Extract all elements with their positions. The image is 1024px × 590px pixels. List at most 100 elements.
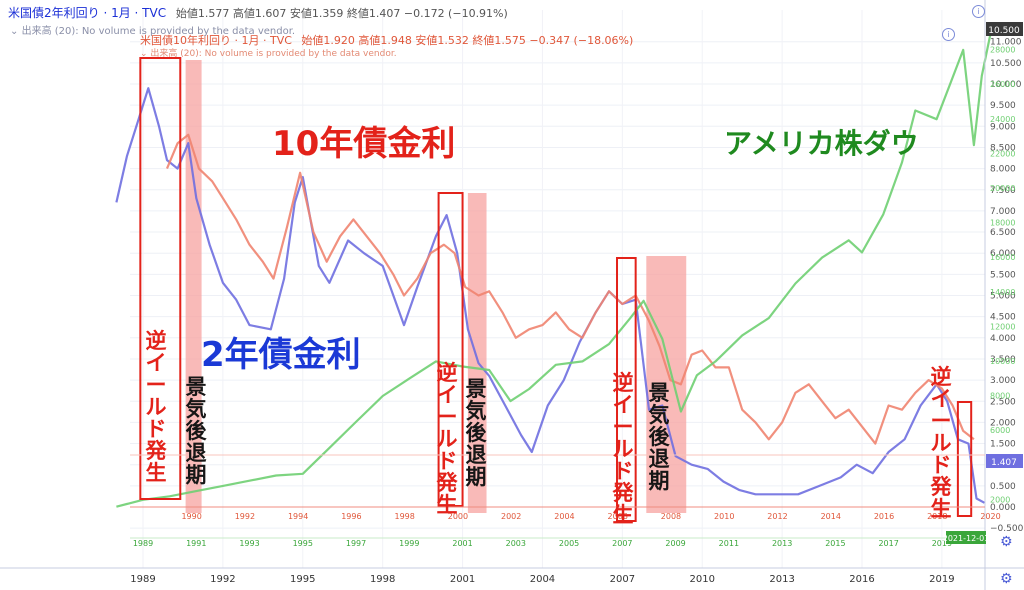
current-tag [986,454,1023,468]
date-tag [946,531,986,544]
y-tick-label: 4.500 [990,313,1016,323]
series-line-0 [115,87,986,504]
x-tick-label: 1998 [370,574,395,585]
info-icon[interactable]: i [942,28,955,41]
overlay-ohlc: 始値1.920 高値1.948 安値1.532 終値1.575 −0.347 (… [301,34,634,47]
series-line-2 [116,23,994,508]
high-tag-label: 10.500 [988,26,1020,36]
overlay-x-tick-label: 1990 [181,512,201,521]
overlay-title[interactable]: 米国債10年利回り · 1月 · TVC [140,34,292,47]
x-tick-label: 2013 [769,574,794,585]
y-tick-label: 7.500 [990,186,1016,196]
inversion-label-2: 逆イールド発生 [436,361,458,517]
series-line-1 [165,133,975,445]
chevron-down-icon[interactable]: ⌄ [140,49,148,59]
overlay-x-tick-label: 2000 [448,512,468,521]
recession-bands [185,60,687,513]
x-tick-label: 1992 [210,574,235,585]
overlay-x-tick-label: 1992 [235,512,255,521]
green-x-tick-label: 2001 [452,539,472,548]
y-tick-label: 3.000 [990,376,1016,386]
green-x-tick-label: 2015 [825,539,845,548]
inversion-box [139,57,182,500]
y-tick-label: 9.000 [990,122,1016,132]
dow-tick-label: 24000 [990,115,1015,124]
x-tick-label: 2010 [690,574,715,585]
ohlc-readout: 始値1.577 高値1.607 安値1.359 終値1.407 −0.172 (… [175,7,508,20]
current-tag-label: 1.407 [991,458,1017,468]
x-tick-label: 1989 [130,574,155,585]
y-tick-label: 0.000 [990,503,1016,513]
y-tick-label: 3.500 [990,355,1016,365]
y-tick-label: 6.500 [990,228,1016,238]
x-tick-label: 1995 [290,574,315,585]
annotation-2y: 2年債金利 [201,335,361,375]
x-tick-label: 2016 [849,574,874,585]
green-x-tick-label: 1997 [346,539,366,548]
overlay-x-tick-label: 2002 [501,512,521,521]
annotation-10y: 10年債金利 [272,124,456,164]
dow-tick-label: 8000 [990,392,1010,401]
y-tick-label: 2.500 [990,397,1016,407]
y-tick-label: 7.000 [990,207,1016,217]
y-tick-label: 5.000 [990,292,1016,302]
y-tick-label: 10.000 [990,80,1022,90]
dow-tick-label: 26000 [990,80,1015,89]
overlay-x-tick-label: 2012 [767,512,787,521]
x-tick-label: 2007 [610,574,635,585]
y-tick-label: 8.500 [990,143,1016,153]
overlay-x-tick-label: 2010 [714,512,734,521]
overlay-x-tick-label: 1996 [341,512,361,521]
y-tick-label: 1.500 [990,440,1016,450]
y-tick-label: 2.000 [990,418,1016,428]
dow-tick-label: 16000 [990,253,1015,262]
y-tick-label: 11.000 [990,38,1022,48]
overlay-x-tick-label: 2014 [821,512,841,521]
inversion-label-4: 逆イールド発生 [930,365,952,521]
grid [130,10,985,568]
info-icon[interactable]: i [972,5,985,18]
green-x-tick-label: 2007 [612,539,632,548]
overlay-x-tick-label: 1994 [288,512,308,521]
recession-label-3: 景気後退期 [648,381,670,493]
green-x-tick-label: 2013 [772,539,792,548]
green-x-tick-label: 2019 [932,539,952,548]
green-x-tick-label: 1993 [239,539,259,548]
inversion-box [956,401,973,517]
green-x-tick-label: 2005 [559,539,579,548]
overlay-x-tick-label: 2006 [608,512,628,521]
y-tick-label: 5.500 [990,270,1016,280]
chart-header: 米国債2年利回り · 1月 · TVC 始値1.577 高値1.607 安値1.… [8,4,508,21]
series-lines [115,23,994,508]
gear-icon[interactable]: ⚙ [1000,571,1013,587]
dow-tick-label: 18000 [990,219,1015,228]
dow-tick-label: 28000 [990,46,1015,55]
overlay-x-tick-label: 2018 [927,512,947,521]
overlay-x-tick-label: 2020 [980,512,1000,521]
dow-tick-label: 6000 [990,426,1010,435]
y-tick-label: 10.500 [990,59,1022,69]
inversion-label-3: 逆イールド発生 [612,371,634,527]
green-x-tick-label: 2011 [719,539,739,548]
green-x-tick-label: 2003 [506,539,526,548]
symbol-title[interactable]: 米国債2年利回り · 1月 · TVC [8,6,167,20]
overlay-x-tick-label: 2008 [661,512,681,521]
annotation-dow: アメリカ株ダウ [724,127,919,160]
gear-icon[interactable]: ⚙ [1000,534,1013,550]
volume-note: ⌄ 出来高 (20): No volume is provided by the… [10,26,296,37]
y-tick-label: 6.000 [990,249,1016,259]
green-x-tick-label: 1991 [186,539,206,548]
chevron-down-icon[interactable]: ⌄ [10,26,19,37]
x-tick-label: 2019 [929,574,954,585]
green-x-tick-label: 2017 [878,539,898,548]
date-tag-label: 2021-12-01 [943,534,990,543]
inversion-box [616,257,637,522]
dow-tick-label: 22000 [990,149,1015,158]
y-tick-label: −0.500 [990,524,1024,534]
overlay-volume-note: ⌄ 出来高 (20): No volume is provided by the… [140,49,397,59]
overlay-x-tick-label: 1998 [394,512,414,521]
green-x-tick-label: 1999 [399,539,419,548]
y-tick-label: 4.000 [990,334,1016,344]
